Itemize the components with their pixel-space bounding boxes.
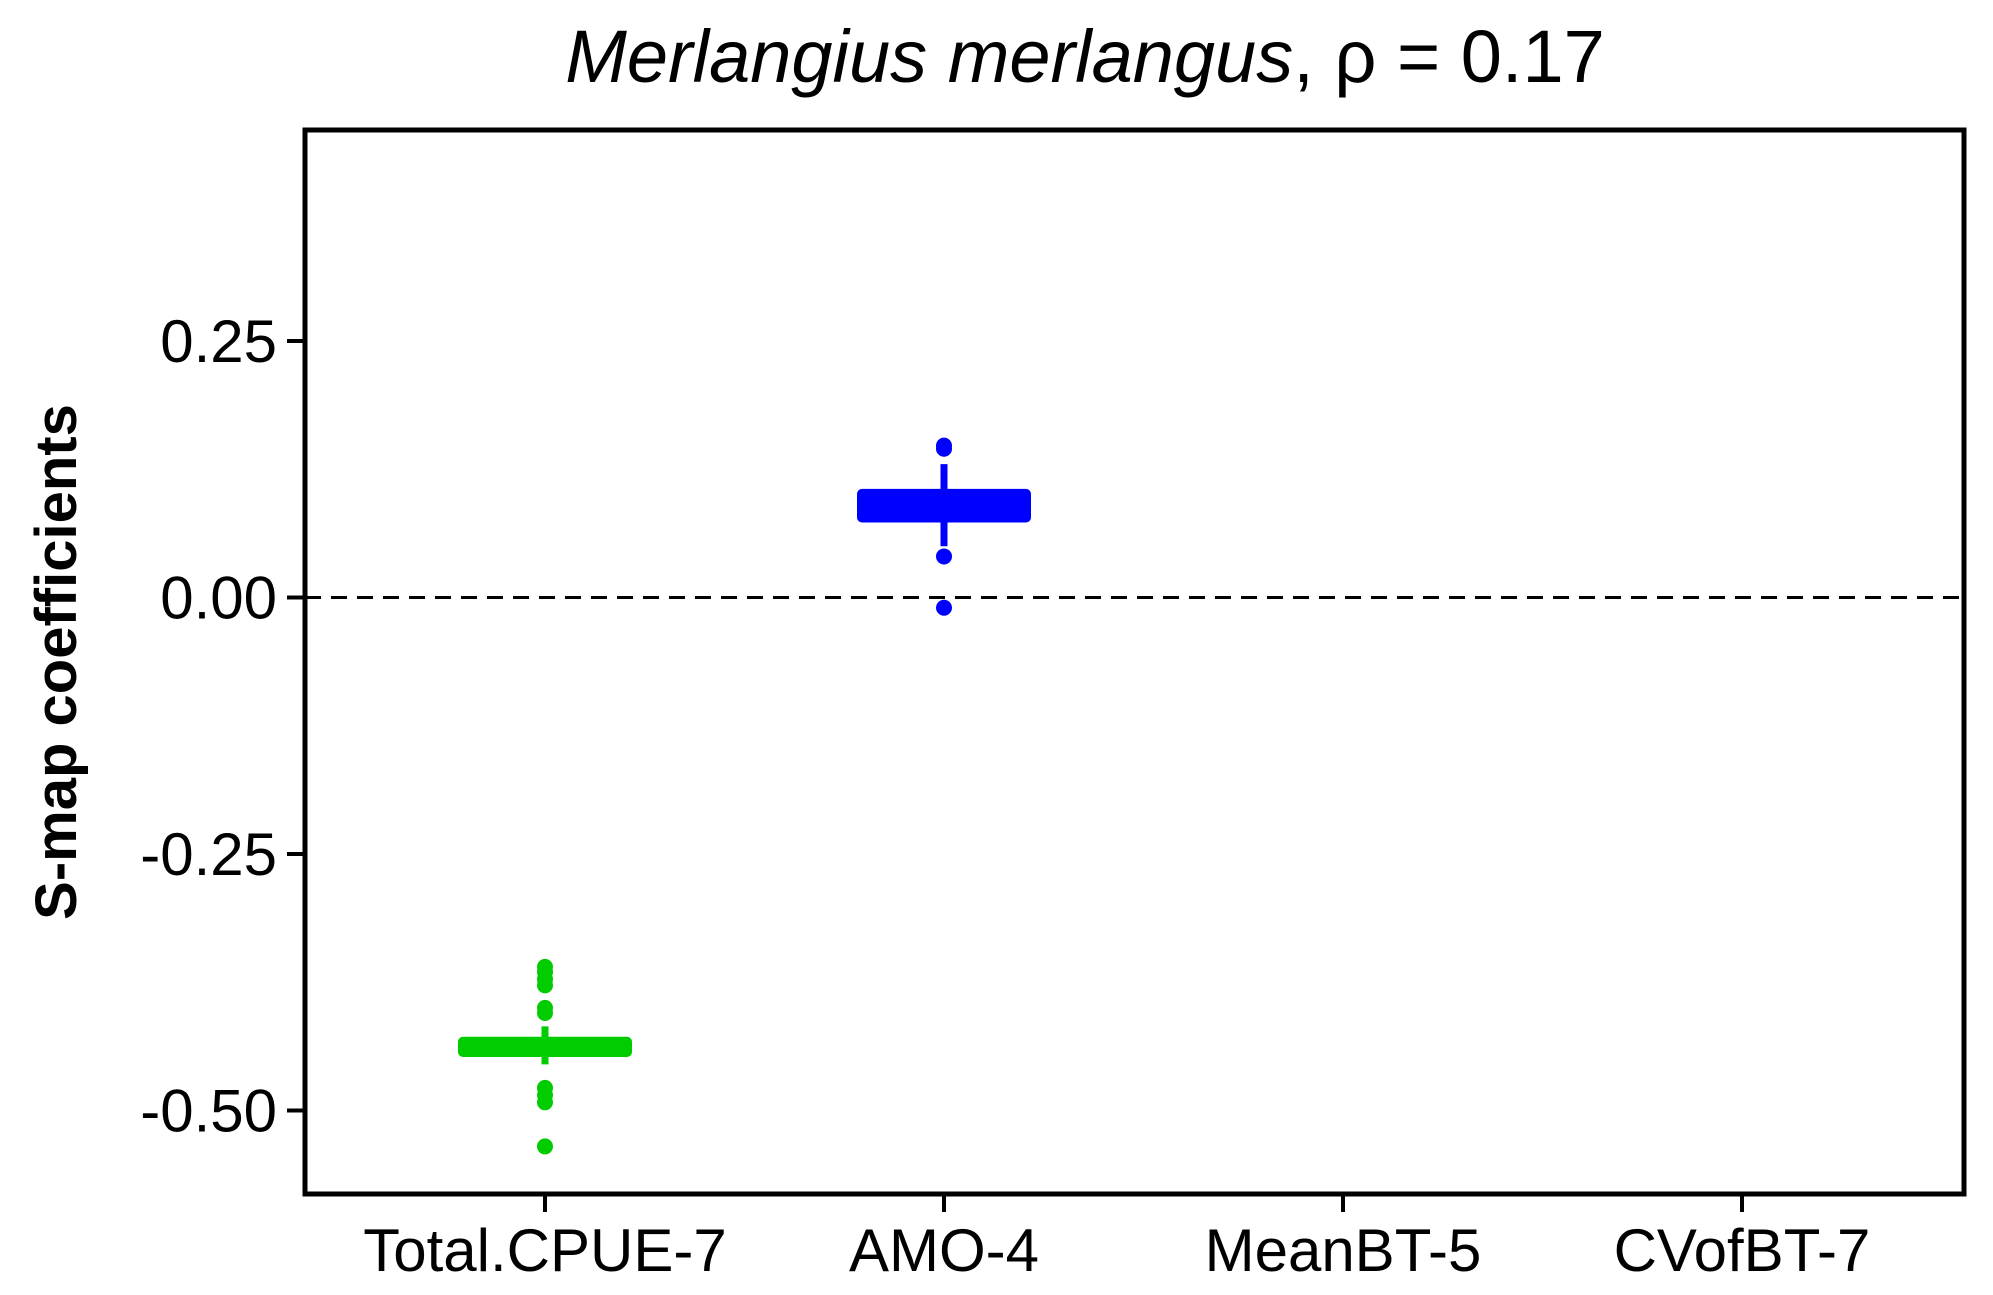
chart-title: Merlangius merlangus, ρ = 0.17	[565, 15, 1605, 98]
title-stat: ρ = 0.17	[1334, 15, 1604, 98]
outlier-point	[936, 548, 952, 565]
y-tick-label: -0.50	[140, 1078, 277, 1145]
plot-border	[302, 127, 1967, 1197]
outlier-point	[537, 1094, 553, 1111]
x-tick-label: AMO-4	[849, 1217, 1039, 1284]
y-tick-label: -0.25	[140, 821, 277, 888]
y-tick-label: 0.25	[160, 308, 277, 375]
outlier-point	[936, 599, 952, 616]
x-tick-label: Total.CPUE-7	[363, 1217, 726, 1284]
svg-text:Merlangius merlangus, ρ = 0.17: Merlangius merlangus, ρ = 0.17	[565, 15, 1605, 98]
y-tick-label: 0.00	[160, 565, 277, 632]
axis-ticks: 0.25 0.00 -0.25 -0.50 Total.CPUE-7 AMO-4 MeanB…	[140, 308, 1870, 1284]
outlier-point	[537, 1138, 553, 1155]
x-tick-label: CVofBT-7	[1614, 1217, 1871, 1284]
outlier-point	[537, 977, 553, 994]
title-species: Merlangius merlangus	[565, 15, 1293, 98]
y-axis-label: S-map coefficients	[24, 404, 89, 920]
title-separator: ,	[1293, 15, 1334, 98]
outlier-point	[537, 1005, 553, 1022]
plot-area	[305, 437, 1964, 1155]
outlier-point	[936, 437, 952, 454]
x-tick-label: MeanBT-5	[1205, 1217, 1482, 1284]
